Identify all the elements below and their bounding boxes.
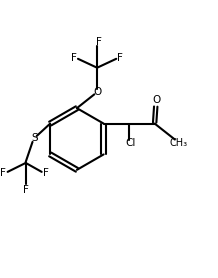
Text: O: O xyxy=(93,87,101,97)
Text: Cl: Cl xyxy=(126,138,136,148)
Text: O: O xyxy=(152,95,160,105)
Text: F: F xyxy=(23,185,29,195)
Text: F: F xyxy=(96,37,102,47)
Text: F: F xyxy=(0,168,6,178)
Text: F: F xyxy=(71,53,77,63)
Text: CH₃: CH₃ xyxy=(169,138,187,148)
Text: F: F xyxy=(117,53,123,63)
Text: S: S xyxy=(31,133,37,143)
Text: F: F xyxy=(43,168,48,178)
